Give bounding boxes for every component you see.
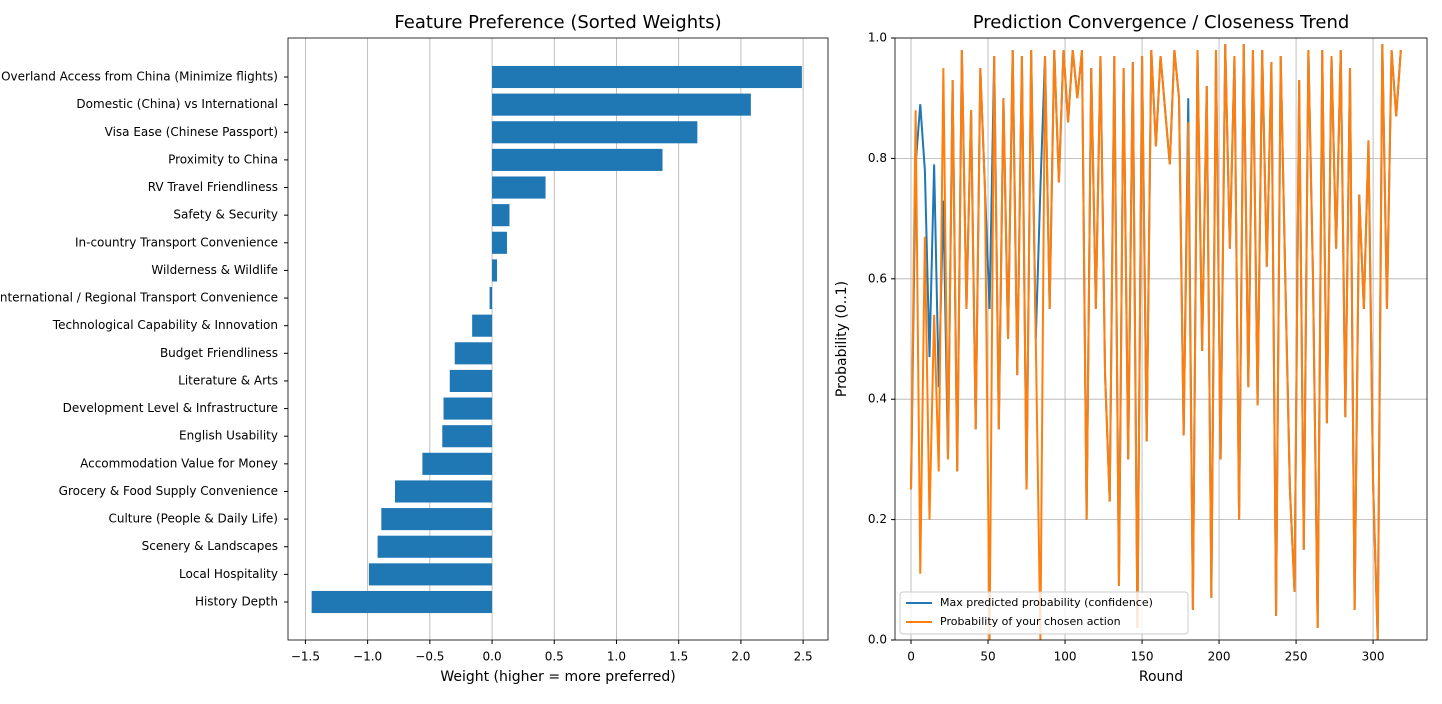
category-label: English Usability	[179, 429, 278, 443]
category-label: Overland Access from China (Minimize fli…	[1, 70, 278, 84]
bar	[492, 204, 510, 227]
x-tick-label: 2.0	[731, 650, 750, 664]
x-tick-label: 250	[1285, 650, 1308, 664]
category-label: In-country Transport Convenience	[75, 235, 278, 249]
category-label: RV Travel Friendliness	[148, 180, 278, 194]
category-label: Wilderness & Wildlife	[151, 263, 278, 277]
bar	[368, 563, 493, 586]
bar	[395, 480, 493, 503]
bar	[492, 65, 802, 89]
bar	[492, 231, 507, 254]
x-axis-label: Weight (higher = more preferred)	[440, 669, 675, 685]
bar	[492, 148, 663, 171]
x-tick-label: 1.5	[669, 650, 688, 664]
x-tick-label: −1.0	[353, 650, 382, 664]
category-label: Grocery & Food Supply Convenience	[59, 484, 278, 498]
x-tick-label: 0.5	[545, 650, 564, 664]
category-label: Development Level & Infrastructure	[63, 401, 278, 415]
y-axis-label: Probability (0..1)	[834, 281, 850, 397]
category-label: Safety & Security	[173, 208, 278, 222]
bar	[492, 176, 546, 199]
x-tick-label: 50	[980, 650, 995, 664]
category-label: International / Regional Transport Conve…	[0, 291, 278, 305]
bar	[377, 535, 493, 558]
category-label: Technological Capability & Innovation	[52, 318, 278, 332]
category-label: Visa Ease (Chinese Passport)	[105, 125, 278, 139]
x-tick-label: −0.5	[415, 650, 444, 664]
category-label: Local Hospitality	[179, 567, 278, 581]
category-label: Budget Friendliness	[160, 346, 278, 360]
chart-title: Prediction Convergence / Closeness Trend	[973, 12, 1350, 33]
bar	[492, 259, 498, 282]
bar	[492, 93, 751, 116]
bar	[443, 397, 493, 420]
series-line	[910, 43, 1402, 640]
bar	[449, 369, 493, 392]
bar	[492, 121, 698, 144]
category-label: History Depth	[195, 595, 278, 609]
y-tick-label: 0.2	[868, 512, 887, 526]
bar	[311, 590, 493, 614]
bar	[489, 287, 493, 310]
category-label: Domestic (China) vs International	[76, 97, 278, 111]
category-label: Culture (People & Daily Life)	[108, 512, 278, 526]
x-tick-label: 2.5	[794, 650, 813, 664]
legend-box	[899, 591, 1189, 635]
category-label: Proximity to China	[168, 152, 278, 166]
bar	[381, 508, 493, 531]
x-tick-label: 1.0	[607, 650, 626, 664]
x-tick-label: 150	[1131, 650, 1154, 664]
y-tick-label: 0.8	[868, 151, 887, 165]
axes-frame	[287, 37, 829, 641]
bar	[442, 425, 493, 448]
category-label: Scenery & Landscapes	[142, 539, 278, 553]
x-tick-label: 100	[1054, 650, 1077, 664]
chart-title: Feature Preference (Sorted Weights)	[394, 12, 721, 33]
x-tick-label: 0.0	[483, 650, 502, 664]
x-tick-label: 200	[1208, 650, 1231, 664]
category-label: Accommodation Value for Money	[80, 456, 278, 470]
x-tick-label: −1.5	[291, 650, 320, 664]
category-label: Literature & Arts	[178, 373, 278, 387]
axes-frame	[894, 37, 1428, 641]
x-tick-label: 0	[907, 650, 915, 664]
bar	[472, 314, 493, 337]
legend-label: Probability of your chosen action	[940, 615, 1121, 628]
x-axis-label: Round	[1139, 669, 1183, 685]
x-tick-label: 300	[1362, 650, 1385, 664]
y-tick-label: 1.0	[868, 31, 887, 45]
y-tick-label: 0.0	[868, 633, 887, 647]
y-tick-label: 0.6	[868, 271, 887, 285]
y-tick-label: 0.4	[868, 392, 887, 406]
bar	[422, 452, 493, 475]
legend-label: Max predicted probability (confidence)	[940, 596, 1153, 609]
bar	[454, 342, 493, 365]
